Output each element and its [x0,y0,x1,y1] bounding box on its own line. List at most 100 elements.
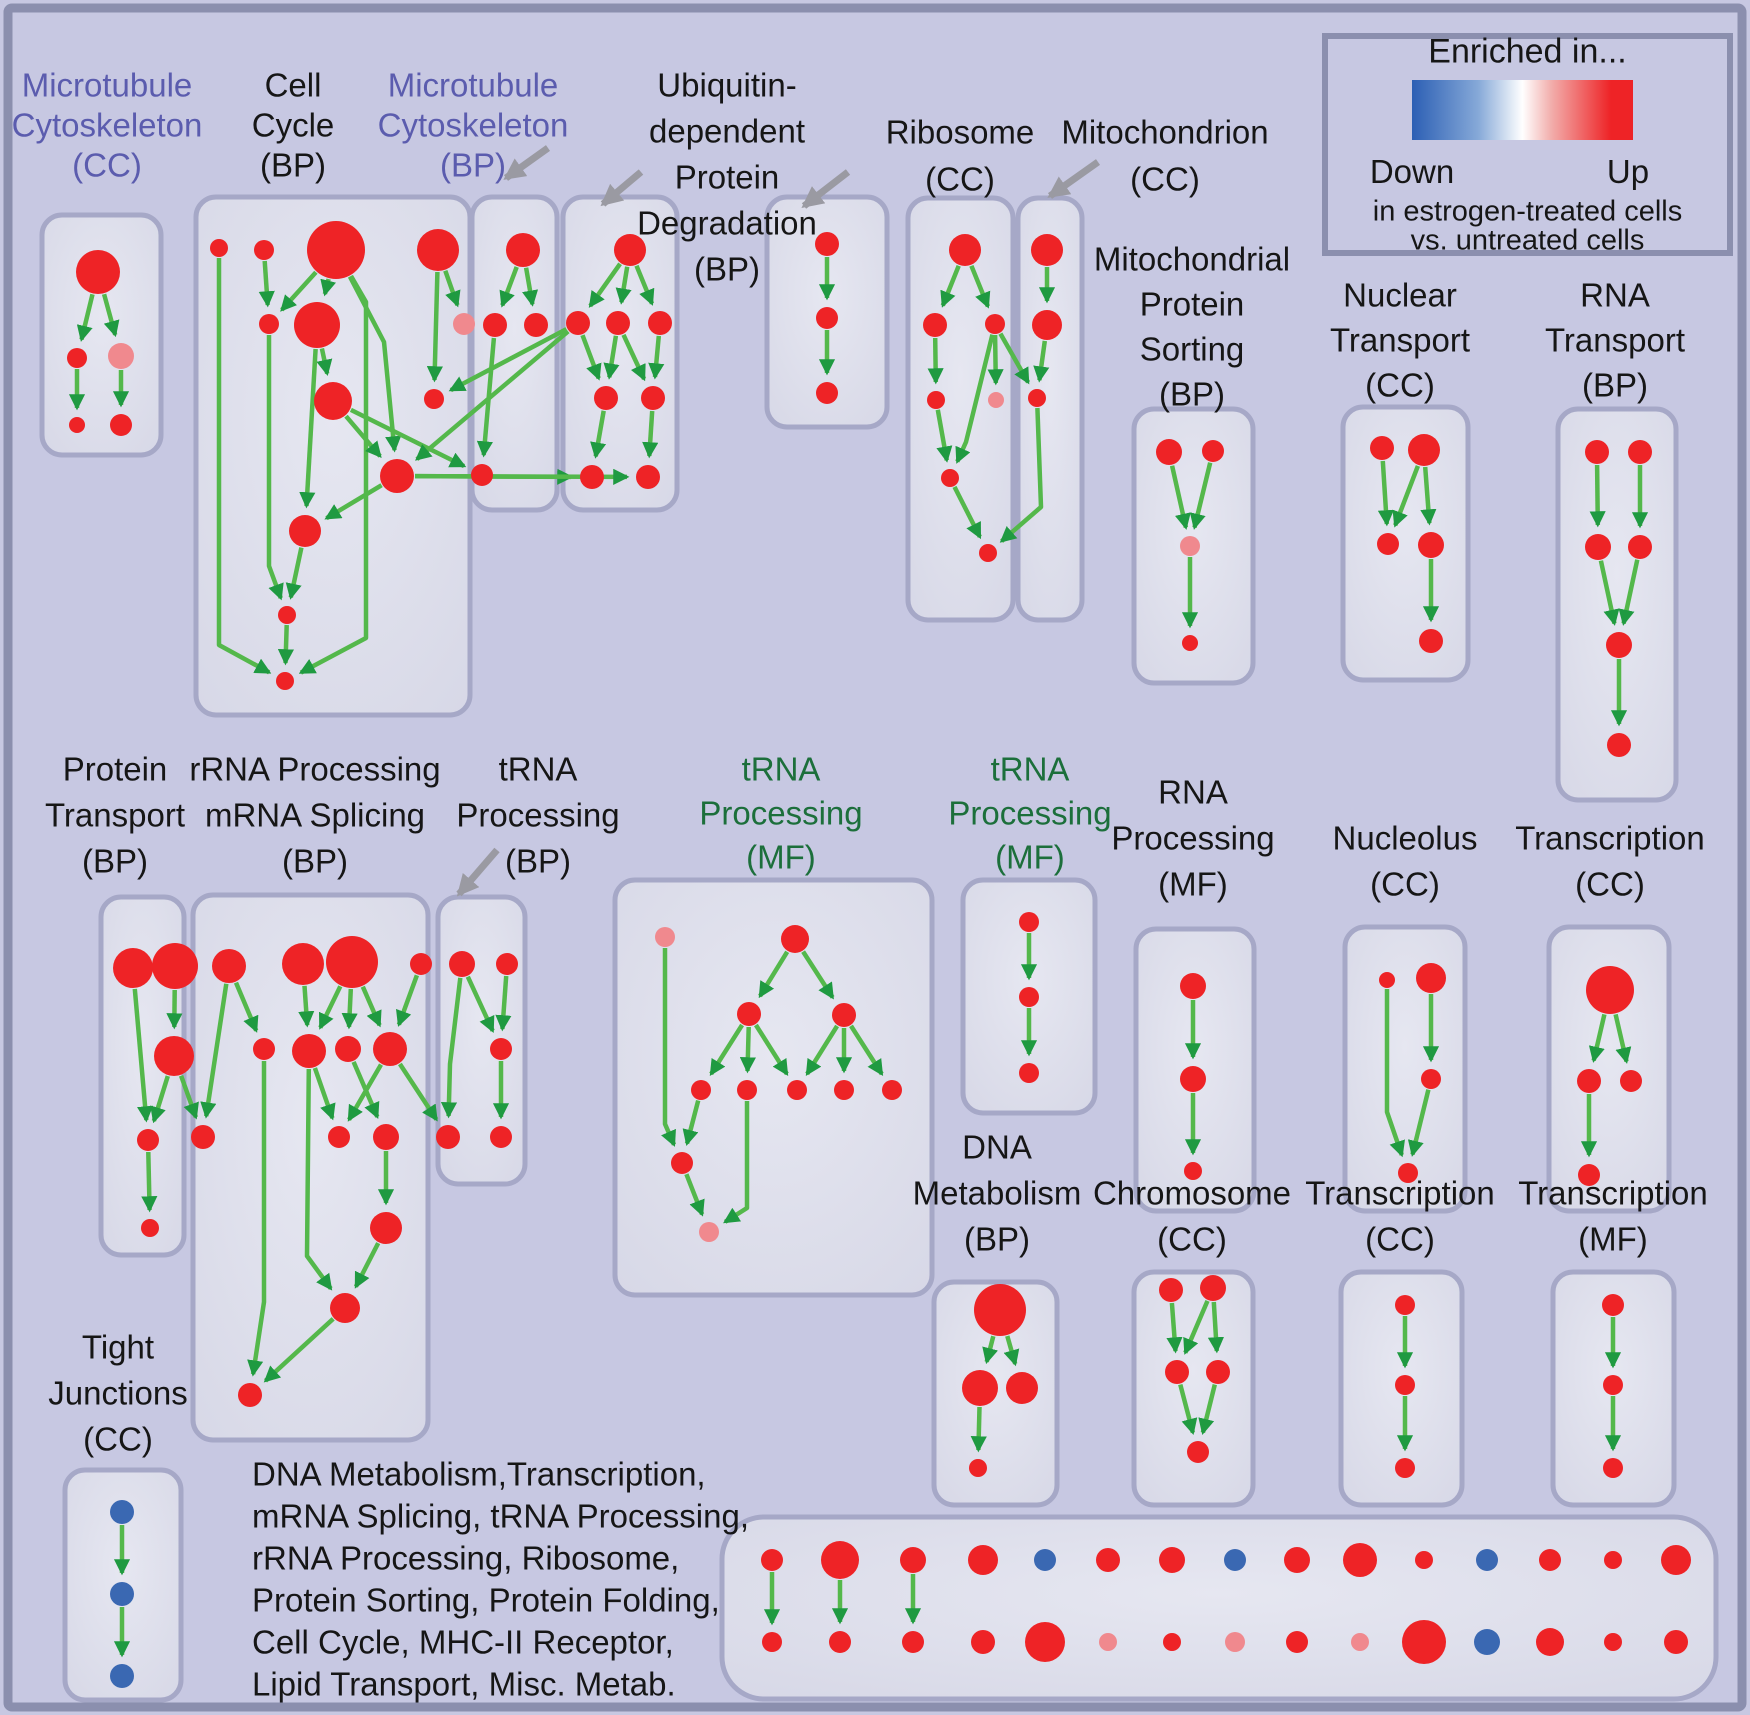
go-relation-arrow [1033,340,1050,383]
label-pointer-arrow [801,169,851,209]
go-term-node [294,302,340,348]
go-term-node [1603,1375,1623,1395]
go-relation-arrow [661,948,677,1147]
label-line: dependent [649,113,805,150]
go-label-rna-transport: RNA Transport (BP) [1545,277,1685,404]
go-term-node [410,953,432,975]
label-line: Sorting [1140,331,1245,368]
label-line: Protein [1140,286,1245,323]
go-relation-arrow [753,1023,789,1076]
go-term-node [1206,1360,1230,1384]
go-term-node [1019,912,1039,932]
label-line: (CC) [1157,1221,1227,1258]
go-term-node [1202,440,1224,462]
label-line: Processing [456,797,619,834]
go-term-node [927,391,945,409]
go-relation-arrow [1613,1013,1632,1064]
go-term-node [1395,1295,1415,1315]
go-term-node [988,392,1004,408]
go-relation-arrow [1407,1089,1431,1157]
go-term-node [137,1129,159,1151]
go-label-mt-bp: Microtubule Cytoskeleton (BP) [378,67,569,184]
label-pointer-arrow [1047,159,1101,199]
go-term-node [276,672,294,690]
go-term-node [1377,533,1399,555]
go-relation-arrow [1589,464,1606,528]
go-term-node [829,1631,851,1653]
go-relation-arrow [1169,465,1191,530]
go-term-node [614,234,646,266]
go-relation-arrow [347,275,402,453]
go-term-node [1099,1633,1117,1651]
go-term-node [1006,1372,1038,1404]
go-term-node [699,1222,719,1242]
label-line: rRNA Processing, Ribosome, [252,1540,679,1577]
go-term-node [328,1126,350,1148]
go-term-node [212,949,246,983]
label-line: Metabolism [913,1175,1082,1212]
go-relation-arrow [801,950,835,1000]
go-term-node [968,1545,998,1575]
go-label-transcription-cc-1: Transcription (CC) [1515,820,1705,903]
label-line: Mitochondrion [1061,114,1268,151]
go-relation-arrow [522,267,539,307]
go-term-node [1602,1294,1624,1316]
go-term-node [1408,434,1440,466]
go-term-node [490,1126,512,1148]
go-term-node [110,1582,134,1606]
legend-gradient-bar [1412,80,1633,140]
go-term-node [949,234,981,266]
go-relation-arrow [233,981,259,1033]
figure-border [3,3,1747,1712]
go-relation-arrow [465,975,495,1034]
go-term-node [671,1152,693,1174]
label-pointer-arrow [456,847,500,897]
label-line: Mitochondrial [1094,241,1290,278]
go-term-node [1034,1549,1056,1571]
go-relation-arrow [987,334,1004,386]
go-relation-arrow [588,262,622,308]
go-relation-arrow [76,293,95,342]
go-relation-arrow [1588,1013,1607,1063]
go-term-node [1628,440,1652,464]
label-line: mRNA Splicing, tRNA Processing, [252,1498,749,1535]
go-term-node [191,1125,215,1149]
go-relation-arrow [1598,560,1620,626]
go-relation-arrow [312,1067,336,1121]
go-relation-arrow [396,974,420,1027]
go-term-node [606,311,630,335]
label-line: (CC) [1365,367,1435,404]
go-term-node [373,1124,399,1150]
go-relation-arrow [1178,1384,1198,1436]
label-line: RNA [1158,774,1228,811]
go-relation-arrow [603,335,620,380]
go-relation-arrow [247,1061,267,1377]
go-relation-arrow [285,547,304,600]
go-relation-arrow [634,264,655,306]
go-relation-arrow [1392,465,1421,528]
go-relation-arrow [1198,1384,1217,1435]
go-term-node [923,313,947,337]
go-relation-arrow [927,337,944,385]
go-label-nucleolus: Nucleolus (CC) [1333,820,1478,903]
go-term-node [289,515,321,547]
go-term-node [1200,1275,1226,1301]
go-term-node [969,1459,987,1477]
go-term-node [1585,534,1611,560]
go-term-node [1395,1458,1415,1478]
go-term-node [1187,1441,1209,1463]
go-term-node [1031,234,1063,266]
label-line: tRNA [991,751,1070,788]
go-relation-arrow [723,1101,750,1224]
label-line: (MF) [1158,866,1228,903]
label-line: Protein Sorting, Protein Folding, [252,1582,720,1619]
go-term-node [152,943,198,989]
go-relation-arrow [298,985,315,1028]
go-label-protein-transport: Protein Transport (BP) [45,751,185,880]
go-term-node [816,307,838,329]
label-line: Ubiquitin- [657,67,796,104]
label-line: Nuclear [1343,277,1457,314]
go-box-nuclear-transport [1340,404,1471,683]
go-term-node [594,386,618,410]
go-term-node [1025,1622,1065,1662]
